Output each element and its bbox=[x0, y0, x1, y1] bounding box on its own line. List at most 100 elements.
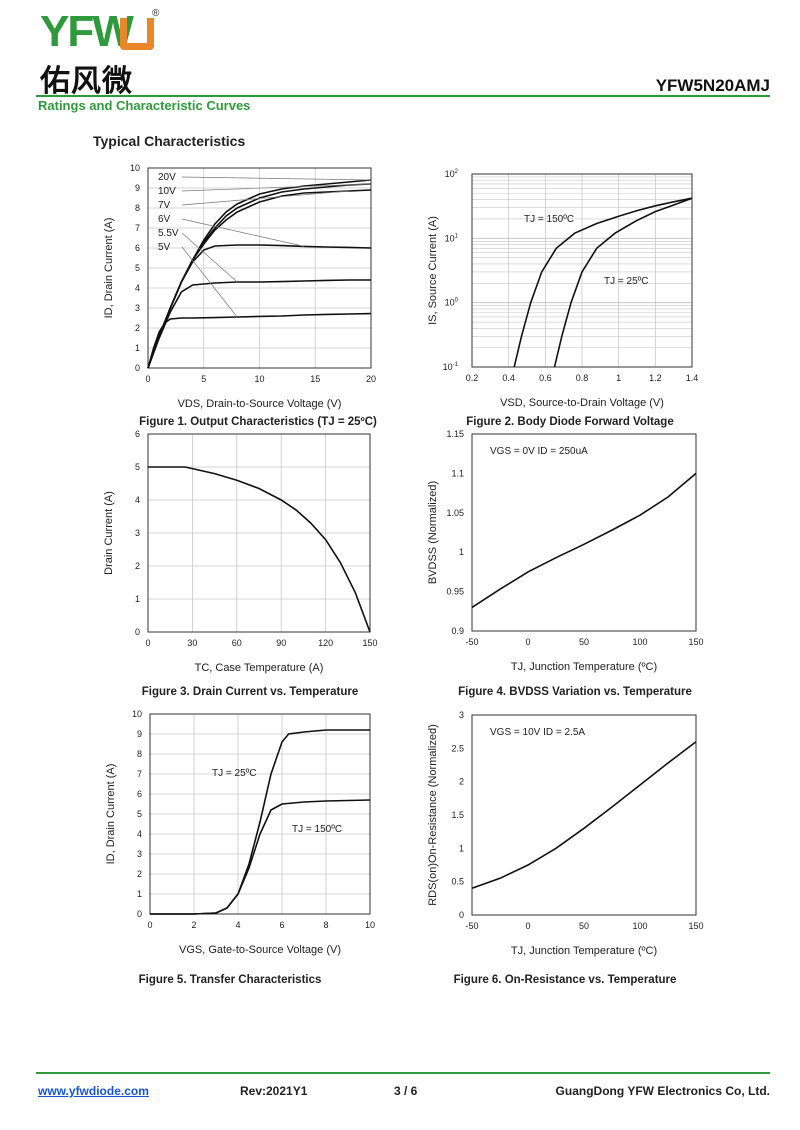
y-tick-label: 1 bbox=[459, 547, 464, 557]
y-tick-label: 6 bbox=[137, 789, 142, 799]
series-leader-line bbox=[181, 246, 238, 318]
y-tick-label: 1 bbox=[135, 594, 140, 604]
y-axis-label: IS, Source Current (A) bbox=[427, 216, 439, 325]
section-title: Ratings and Characteristic Curves bbox=[38, 98, 251, 113]
y-tick-label: 100 bbox=[445, 298, 459, 308]
x-tick-label: 0.2 bbox=[466, 373, 479, 383]
plot-frame bbox=[471, 173, 693, 368]
y-tick-label: 2 bbox=[137, 869, 142, 879]
x-tick-label: 150 bbox=[362, 638, 377, 648]
plot-frame bbox=[471, 433, 697, 632]
x-tick-label: -50 bbox=[465, 921, 478, 931]
x-tick-label: 100 bbox=[632, 637, 647, 647]
figure-title: Figure 5. Transfer Characteristics bbox=[139, 974, 322, 986]
x-tick-label: 120 bbox=[318, 638, 333, 648]
x-tick-label: 0 bbox=[525, 637, 530, 647]
y-axis-label: BVDSS (Normalized) bbox=[427, 481, 439, 584]
chart-fig5 bbox=[149, 713, 371, 915]
series-line-6V bbox=[147, 244, 372, 369]
series-line-curve bbox=[148, 466, 371, 633]
x-tick-label: 30 bbox=[187, 638, 197, 648]
y-tick-label: 0 bbox=[135, 627, 140, 637]
figure-title: Figure 4. BVDSS Variation vs. Temperatur… bbox=[458, 686, 692, 698]
x-tick-label: 0 bbox=[147, 920, 152, 930]
y-tick-label: 0.95 bbox=[446, 587, 464, 597]
x-axis-label: TJ, Junction Temperature (ºC) bbox=[511, 661, 657, 673]
page-subtitle: Typical Characteristics bbox=[93, 133, 246, 149]
y-tick-label: 6 bbox=[135, 429, 140, 439]
plot-frame bbox=[147, 167, 372, 369]
series-label: TJ = 25ºC bbox=[212, 768, 257, 779]
series-label: TJ = 150ºC bbox=[292, 824, 342, 835]
x-tick-label: 100 bbox=[632, 921, 647, 931]
y-axis-label: ID, Drain Current (A) bbox=[105, 764, 117, 865]
x-tick-label: 10 bbox=[254, 374, 264, 384]
y-tick-label: 2 bbox=[459, 777, 464, 787]
y-axis-label: ID, Drain Current (A) bbox=[103, 218, 115, 319]
series-label: 6V bbox=[158, 214, 171, 225]
logo-chinese-name: 佑风微 bbox=[40, 64, 133, 99]
y-tick-label: 2 bbox=[135, 561, 140, 571]
series-label: 20V bbox=[158, 172, 176, 183]
figure-title: Figure 6. On-Resistance vs. Temperature bbox=[454, 974, 677, 986]
series-line-curve bbox=[471, 472, 697, 609]
y-tick-label: 5 bbox=[135, 462, 140, 472]
series-line-TJ = 150ºC bbox=[513, 197, 693, 368]
logo-letters: YFW bbox=[40, 7, 134, 56]
series-label: TJ = 25ºC bbox=[604, 276, 649, 287]
y-tick-label: 3 bbox=[135, 303, 140, 313]
y-tick-label: 1.15 bbox=[446, 429, 464, 439]
x-tick-label: 1.4 bbox=[686, 373, 699, 383]
x-tick-label: 50 bbox=[579, 921, 589, 931]
x-tick-label: 0 bbox=[145, 638, 150, 648]
chart-fig6 bbox=[471, 714, 697, 916]
series-line-TJ = 25ºC bbox=[150, 729, 370, 915]
y-tick-label: 0 bbox=[459, 910, 464, 920]
plot-frame bbox=[147, 433, 371, 633]
y-tick-label: 8 bbox=[135, 203, 140, 213]
series-leader-line bbox=[181, 232, 238, 283]
y-axis-label: Drain Current (A) bbox=[103, 491, 115, 575]
y-tick-label: 4 bbox=[137, 829, 142, 839]
x-tick-label: 10 bbox=[365, 920, 375, 930]
y-tick-label: 3 bbox=[135, 528, 140, 538]
x-tick-label: 2 bbox=[191, 920, 196, 930]
website-link[interactable]: www.yfwdiode.com bbox=[38, 1084, 149, 1098]
page-number: 3 / 6 bbox=[394, 1084, 418, 1098]
series-leader-line bbox=[181, 190, 349, 206]
y-tick-label: 1 bbox=[137, 889, 142, 899]
figure-title: Figure 2. Body Diode Forward Voltage bbox=[466, 416, 673, 428]
y-tick-label: 2.5 bbox=[451, 743, 464, 753]
part-number: YFW5N20AMJ bbox=[655, 76, 770, 95]
series-label: 7V bbox=[158, 200, 171, 211]
logo-registered-mark: ® bbox=[152, 8, 160, 19]
series-line-TJ = 25ºC bbox=[553, 197, 693, 368]
x-tick-label: -50 bbox=[465, 637, 478, 647]
x-axis-label: TJ, Junction Temperature (ºC) bbox=[511, 945, 657, 957]
x-tick-label: 5 bbox=[201, 374, 206, 384]
series-label: 5V bbox=[158, 242, 171, 253]
x-axis-label: TC, Case Temperature (A) bbox=[195, 662, 324, 674]
x-tick-label: 20 bbox=[366, 374, 376, 384]
condition-annotation: VGS = 0V ID = 250uA bbox=[490, 446, 588, 457]
series-leader-line bbox=[181, 183, 372, 192]
revision-label: Rev:2021Y1 bbox=[240, 1084, 308, 1098]
y-tick-label: 101 bbox=[445, 233, 459, 243]
x-tick-label: 1 bbox=[616, 373, 621, 383]
x-tick-label: 150 bbox=[688, 921, 703, 931]
plot-frame bbox=[471, 714, 697, 916]
y-tick-label: 6 bbox=[135, 243, 140, 253]
x-axis-label: VDS, Drain-to-Source Voltage (V) bbox=[178, 398, 342, 410]
y-tick-label: 1 bbox=[459, 843, 464, 853]
y-tick-label: 9 bbox=[135, 183, 140, 193]
series-leader-line bbox=[181, 218, 305, 247]
y-tick-label: 2 bbox=[135, 323, 140, 333]
y-tick-label: 3 bbox=[137, 849, 142, 859]
series-line-5V bbox=[147, 312, 372, 369]
x-tick-label: 0.4 bbox=[502, 373, 515, 383]
company-logo: YFW ® 佑风微 bbox=[40, 7, 170, 99]
chart-fig1 bbox=[147, 167, 372, 369]
y-tick-label: 1.1 bbox=[451, 468, 464, 478]
y-tick-label: 5 bbox=[137, 809, 142, 819]
